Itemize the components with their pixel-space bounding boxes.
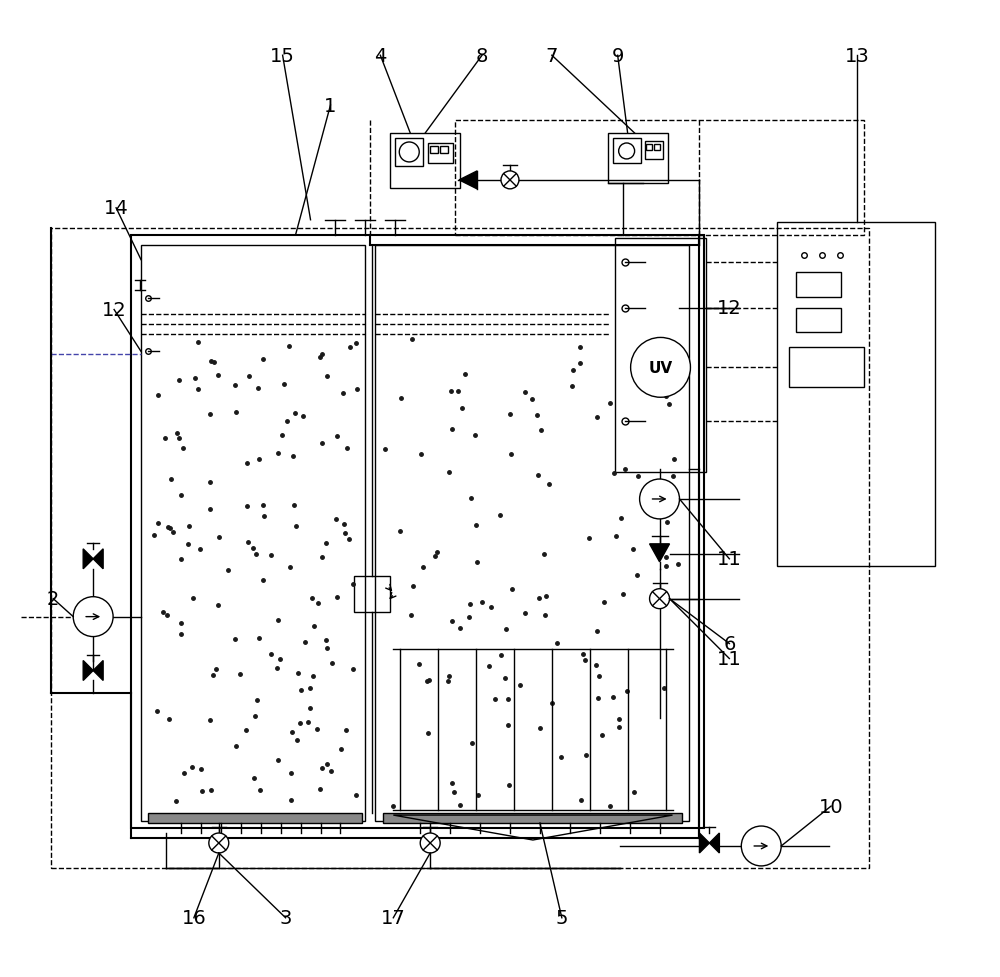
Text: 5: 5 — [556, 909, 568, 927]
Bar — [395, 139, 423, 167]
Circle shape — [631, 338, 690, 398]
Text: 1: 1 — [324, 97, 337, 115]
Text: 6: 6 — [723, 634, 736, 654]
Bar — [375, 245, 689, 822]
Bar — [777, 223, 935, 567]
Bar — [51, 229, 869, 868]
Bar — [796, 273, 841, 297]
Circle shape — [420, 833, 440, 853]
Circle shape — [399, 143, 419, 163]
Circle shape — [650, 589, 670, 609]
Circle shape — [640, 480, 679, 520]
Bar — [430, 147, 438, 153]
Text: 10: 10 — [819, 797, 843, 816]
Text: 16: 16 — [181, 909, 206, 927]
Bar — [796, 308, 841, 333]
Text: UV: UV — [648, 361, 673, 375]
Text: 11: 11 — [717, 550, 742, 569]
Circle shape — [619, 144, 635, 160]
Bar — [654, 145, 660, 150]
Bar — [613, 139, 641, 164]
Text: 8: 8 — [476, 47, 488, 65]
Text: 17: 17 — [381, 909, 406, 927]
Polygon shape — [83, 660, 93, 681]
Bar — [440, 147, 448, 153]
Polygon shape — [650, 544, 670, 562]
Bar — [789, 348, 864, 388]
Text: 13: 13 — [845, 47, 869, 65]
Bar — [615, 238, 706, 473]
Circle shape — [741, 827, 781, 866]
Text: 4: 4 — [374, 47, 387, 65]
Bar — [131, 235, 704, 828]
Text: 11: 11 — [717, 650, 742, 668]
Circle shape — [501, 172, 519, 190]
Bar — [390, 134, 460, 189]
Text: 14: 14 — [104, 199, 128, 218]
Bar — [455, 121, 864, 235]
Circle shape — [73, 597, 113, 637]
Text: 7: 7 — [546, 47, 558, 65]
Bar — [141, 245, 365, 822]
Polygon shape — [709, 833, 719, 853]
Bar — [354, 576, 390, 612]
Polygon shape — [93, 549, 103, 570]
Text: 15: 15 — [270, 47, 295, 65]
Bar — [608, 134, 668, 184]
Bar — [428, 144, 453, 164]
Bar — [148, 813, 362, 824]
Bar — [645, 142, 663, 160]
Circle shape — [209, 833, 229, 853]
Text: 9: 9 — [611, 47, 624, 65]
Polygon shape — [83, 549, 93, 570]
Text: 12: 12 — [717, 299, 742, 318]
Text: 3: 3 — [279, 909, 292, 927]
Text: 12: 12 — [102, 301, 126, 319]
Polygon shape — [699, 833, 709, 853]
Polygon shape — [93, 660, 103, 681]
Bar — [383, 813, 682, 824]
Text: 2: 2 — [47, 589, 59, 609]
Polygon shape — [459, 172, 477, 190]
Bar — [646, 145, 652, 150]
